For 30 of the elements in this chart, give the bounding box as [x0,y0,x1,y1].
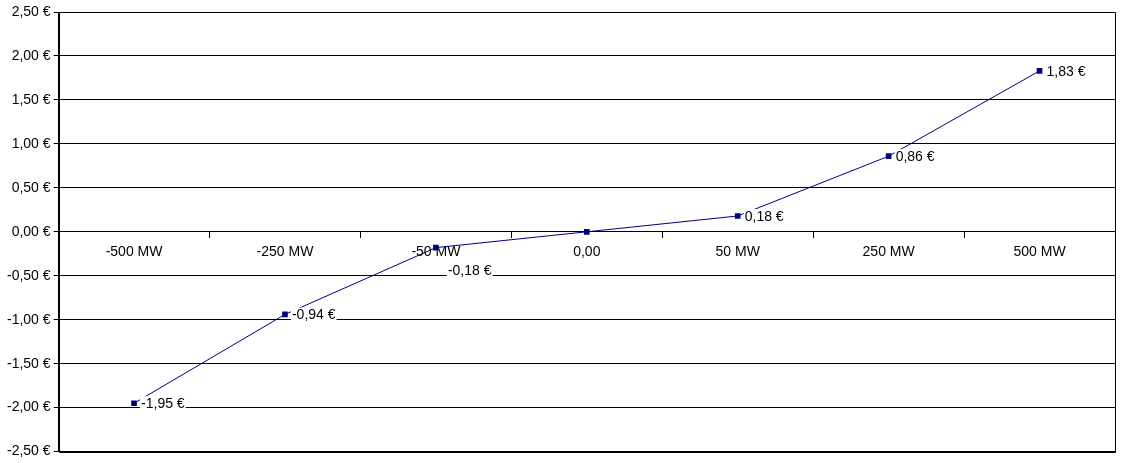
x-tick-label: -500 MW [105,243,164,260]
x-tick-label: -250 MW [256,243,315,260]
y-tick-label: -1,00 € [6,310,51,327]
x-tick-label: 50 MW [715,243,761,260]
y-tick-label: 0,50 € [11,178,51,195]
y-tick-label: -0,50 € [6,266,51,283]
data-label: -0,18 € [447,262,492,279]
data-label: 0,18 € [744,207,784,224]
point [131,400,137,407]
data-label: 1,83 € [1046,62,1086,79]
data-label: -0,94 € [291,306,336,323]
y-tick-label: 2,50 € [11,2,51,19]
point [885,153,892,160]
point [734,213,741,219]
point [1036,68,1043,74]
point [583,228,590,235]
data-label: 0,86 € [895,148,935,165]
x-tick-label: 250 MW [862,243,916,260]
y-tick-label: -2,50 € [6,442,51,459]
x-tick-label: -50 MW [411,243,462,260]
point [282,311,288,318]
x-tick-label: 500 MW [1013,243,1067,260]
y-tick-label: 1,00 € [11,134,51,151]
y-tick-label: -2,00 € [6,398,51,415]
y-tick-label: 2,00 € [11,46,51,63]
y-tick-label: 1,50 € [11,90,51,107]
y-tick-label: 0,00 € [11,222,51,239]
y-tick-label: -1,50 € [6,354,51,371]
data-label: -1,95 € [141,395,185,412]
x-tick-label: 0,00 [573,243,601,260]
